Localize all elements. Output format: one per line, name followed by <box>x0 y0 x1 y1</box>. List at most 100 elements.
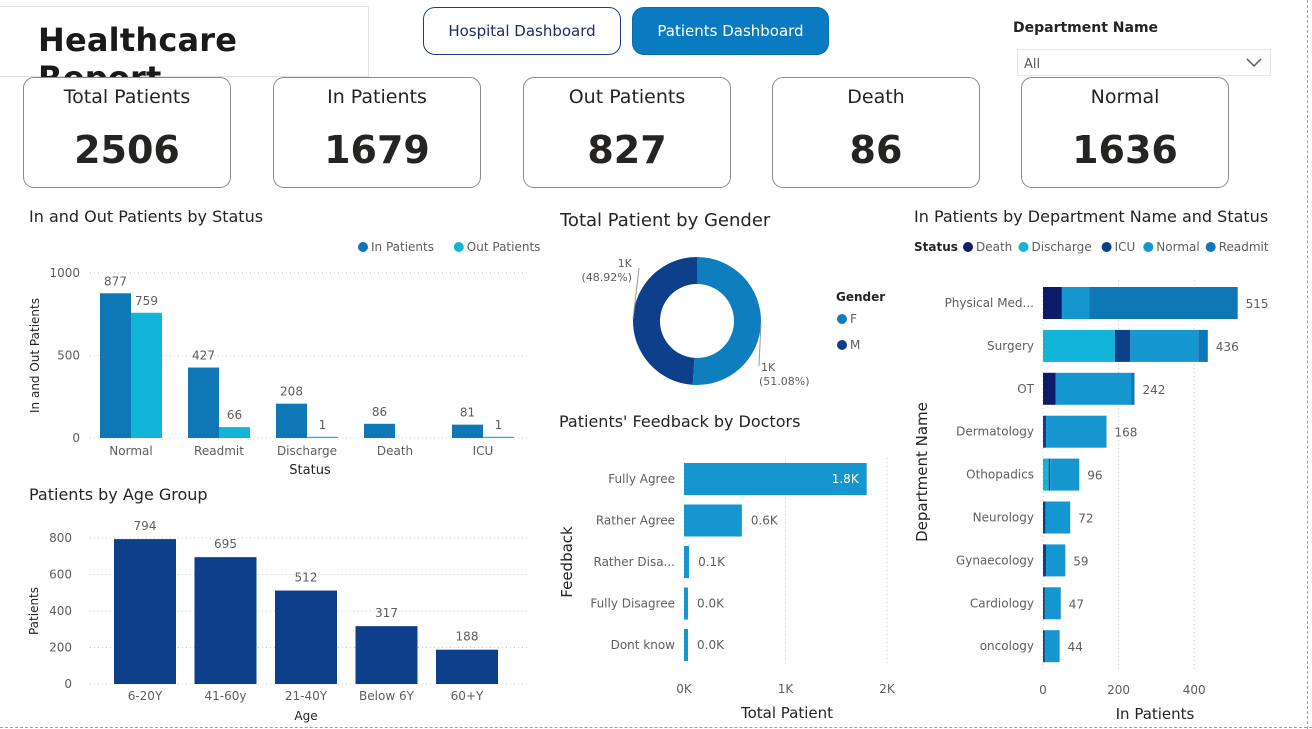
card-normal: Normal 1636 <box>1021 77 1229 188</box>
x-tick-label: 400 <box>1183 683 1206 697</box>
card-out-patients: Out Patients 827 <box>523 77 731 188</box>
legend-marker <box>837 340 847 350</box>
bar <box>307 436 338 438</box>
title-box: Healthcare Report <box>0 6 369 97</box>
legend-label: Out Patients <box>467 240 540 254</box>
page-border-right <box>1307 0 1308 729</box>
patients-dashboard-button[interactable]: Patients Dashboard <box>632 7 829 55</box>
card-total-patients: Total Patients 2506 <box>23 77 231 188</box>
status-bar-chart: 0 500 1000 In and Out Patients In Patients Ou… <box>28 240 540 478</box>
card-label: In Patients <box>327 86 427 108</box>
page-border-bottom <box>0 727 1312 728</box>
data-label: 188 <box>456 630 479 644</box>
pie-slice <box>692 257 761 385</box>
data-label: 515 <box>1246 297 1269 311</box>
bar <box>275 590 337 684</box>
hospital-dashboard-button[interactable]: Hospital Dashboard <box>423 7 621 55</box>
data-label: 877 <box>104 274 127 288</box>
legend-label: Death <box>976 240 1012 254</box>
bar <box>436 649 498 684</box>
x-tick-label: 6-20Y <box>128 689 163 703</box>
y-tick-label: OT <box>1017 382 1034 396</box>
y-tick-label: Fully Disagree <box>590 597 675 611</box>
status-chart-title: In and Out Patients by Status <box>29 207 264 226</box>
x-tick-label: Discharge <box>277 444 337 458</box>
data-label: 208 <box>280 385 303 399</box>
bar-segment <box>1055 372 1132 405</box>
bar <box>114 539 176 684</box>
legend-marker <box>1143 242 1154 252</box>
chevron-down-icon <box>1246 58 1262 68</box>
legend-marker <box>1205 242 1216 252</box>
y-tick-label: Fully Agree <box>608 472 675 486</box>
bar-segment <box>1114 329 1131 362</box>
legend-label: Discharge <box>1032 240 1092 254</box>
y-axis-label: Feedback <box>558 526 576 598</box>
y-tick-label: 600 <box>49 568 72 582</box>
x-tick-label: Readmit <box>194 444 244 458</box>
dept-chart-title: In Patients by Department Name and Statu… <box>914 207 1269 226</box>
bar-segment <box>1061 287 1090 319</box>
card-value: 827 <box>587 128 667 172</box>
age-bar-chart: 0 200 400 600 800 Patients 794 6-20Y 695 41-60y 51… <box>27 519 530 723</box>
dept-bar-chart: 0 200 400 Status Death Discharge ICU Normal Read… <box>913 240 1269 723</box>
data-label: 66 <box>227 408 242 422</box>
bar-segment <box>1045 501 1071 534</box>
legend-label: F <box>850 312 857 326</box>
y-tick-label: oncology <box>980 639 1034 653</box>
bar <box>684 587 688 620</box>
department-slicer-dropdown[interactable]: All <box>1017 49 1271 76</box>
x-tick-label: 0K <box>676 682 693 696</box>
data-label: 59 <box>1073 554 1088 568</box>
bar <box>483 436 514 438</box>
bar-segment <box>1044 587 1061 620</box>
bar <box>684 463 867 495</box>
y-tick-label: Dont know <box>611 638 676 652</box>
bar <box>219 427 250 438</box>
card-value: 2506 <box>74 128 180 172</box>
y-tick-label: Dermatology <box>956 425 1034 439</box>
bar-segment <box>1043 544 1047 577</box>
feedback-chart-title: Patients' Feedback by Doctors <box>559 412 801 431</box>
y-tick-label: 0 <box>72 431 80 445</box>
bar-segment <box>1043 415 1047 448</box>
bar <box>355 626 418 684</box>
bar <box>364 423 395 438</box>
x-tick-label: 60+Y <box>451 689 484 703</box>
data-label-pct: (48.92%) <box>581 271 632 284</box>
card-label: Death <box>847 86 905 108</box>
x-tick-label: 21-40Y <box>285 689 328 703</box>
legend-label: Normal <box>1156 240 1199 254</box>
data-label: 0.1K <box>698 555 726 569</box>
legend-marker <box>963 242 973 252</box>
data-label: 72 <box>1078 512 1093 526</box>
bar-segment <box>1046 544 1066 577</box>
data-label: 427 <box>192 349 215 363</box>
x-tick-label: 41-60y <box>205 689 247 703</box>
y-tick-label: 800 <box>49 531 72 545</box>
gender-chart-title: Total Patient by Gender <box>560 210 771 231</box>
x-tick-label: 2K <box>879 682 896 696</box>
card-value: 86 <box>849 128 903 172</box>
y-tick-label: Gynaecology <box>956 553 1034 567</box>
card-in-patients: In Patients 1679 <box>273 77 481 188</box>
data-label: 1K <box>618 257 633 270</box>
bar-segment <box>1050 458 1080 491</box>
bar <box>100 293 131 438</box>
data-label-pct: (51.08%) <box>759 375 810 388</box>
bar-segment <box>1089 287 1238 319</box>
data-label: 81 <box>460 406 475 420</box>
data-label: 0.0K <box>697 638 725 652</box>
bar <box>452 424 483 438</box>
bar-segment <box>1131 372 1135 405</box>
y-tick-label: Neurology <box>973 511 1034 525</box>
x-tick-label: Death <box>377 444 413 458</box>
legend-label: ICU <box>1115 240 1136 254</box>
feedback-bar-chart: 0K 1K 2K Fully Agree 1.8K Rather Agree 0.6K Rat… <box>558 458 896 722</box>
data-label: 47 <box>1069 597 1084 611</box>
legend-marker <box>358 242 368 252</box>
card-value: 1679 <box>324 128 430 172</box>
bar-segment <box>1043 501 1046 534</box>
bar-segment <box>1198 329 1208 362</box>
